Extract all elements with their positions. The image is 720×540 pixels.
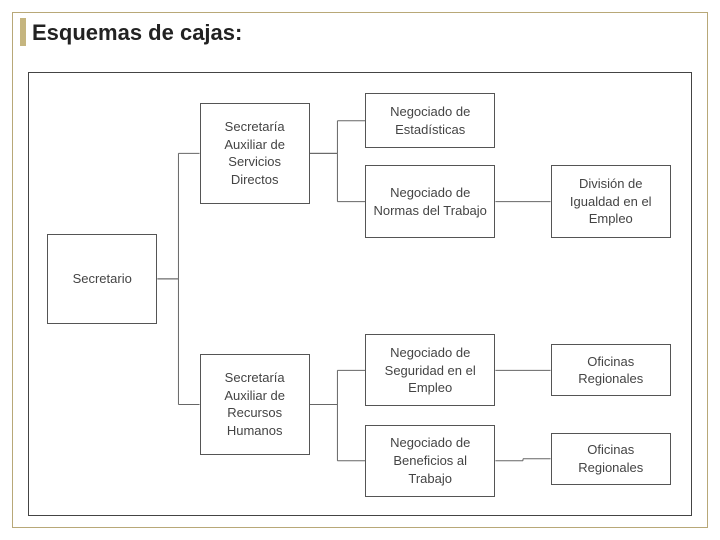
- org-node-of_reg2: Oficinas Regionales: [551, 433, 671, 485]
- org-node-aux_rh: Secretaría Auxiliar de Recursos Humanos: [200, 354, 310, 454]
- org-node-neg_norm: Negociado de Normas del Trabajo: [365, 165, 495, 237]
- page-title: Esquemas de cajas:: [32, 18, 242, 46]
- org-node-aux_serv: Secretaría Auxiliar de Servicios Directo…: [200, 103, 310, 203]
- org-node-div_ig: División de Igualdad en el Empleo: [551, 165, 671, 237]
- org-node-of_reg1: Oficinas Regionales: [551, 344, 671, 396]
- org-node-neg_est: Negociado de Estadísticas: [365, 93, 495, 148]
- org-chart-canvas: Secretario Secretaría Auxiliar de Servici…: [29, 73, 691, 515]
- org-node-secretario: Secretario: [47, 234, 157, 324]
- org-node-neg_seg: Negociado de Seguridad en el Empleo: [365, 334, 495, 406]
- org-node-neg_benef: Negociado de Beneficios al Trabajo: [365, 425, 495, 497]
- title-accent-bar: [20, 18, 26, 46]
- org-chart-container: Secretario Secretaría Auxiliar de Servici…: [28, 72, 692, 516]
- title-wrap: Esquemas de cajas:: [20, 18, 242, 46]
